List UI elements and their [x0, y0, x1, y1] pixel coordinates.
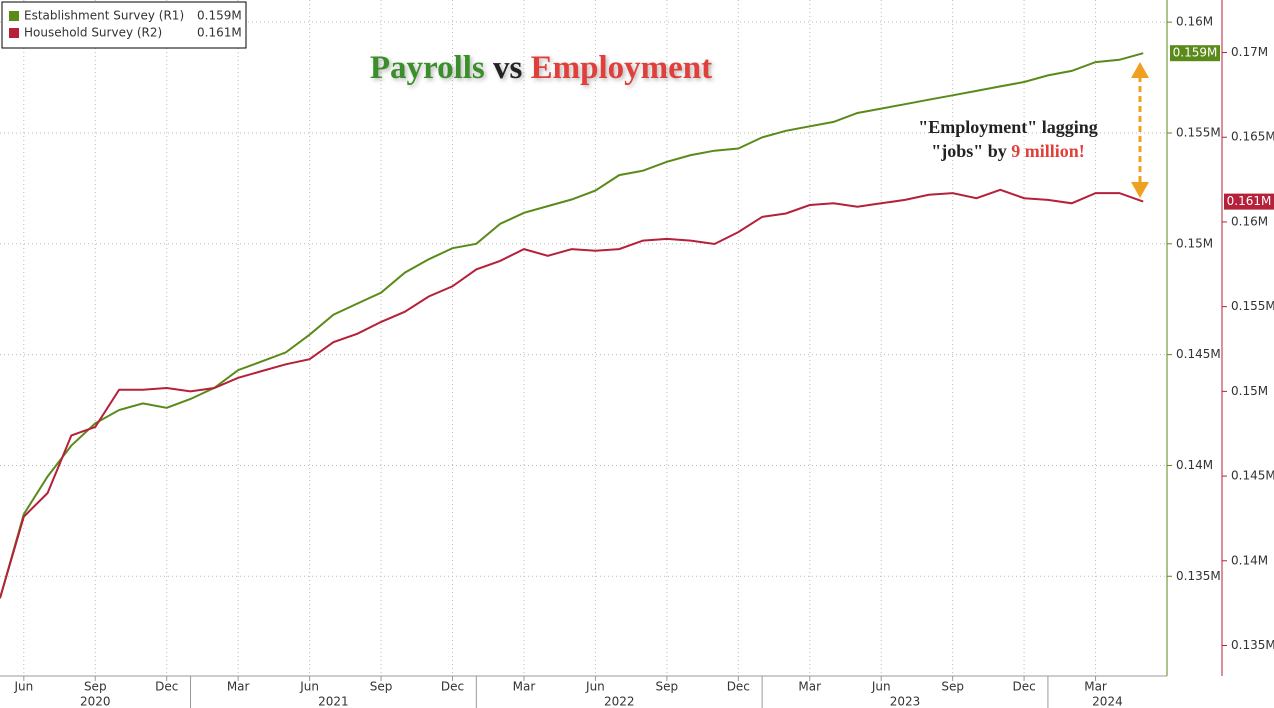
year-label: 2020 — [80, 695, 111, 708]
x-tick-label: Sep — [656, 680, 679, 694]
y-tick-label: 0.155M — [1176, 125, 1221, 139]
legend-box — [1, 1, 247, 49]
x-tick-label: Sep — [370, 680, 393, 694]
title-part: vs — [493, 50, 523, 86]
y-tick-label: 0.15M — [1176, 236, 1213, 250]
year-label: 2023 — [890, 695, 921, 708]
series-line — [0, 188, 1144, 599]
annotation: "jobs" by 9 million! — [931, 141, 1085, 161]
y2-tick-label: 0.135M — [1231, 638, 1274, 652]
x-tick-label: Jun — [299, 680, 319, 694]
annotation-text: "jobs" by — [931, 141, 1007, 161]
y2-tick-label: 0.17M — [1231, 45, 1268, 59]
annotation-highlight: 9 million! — [1011, 141, 1085, 161]
legend-swatch — [9, 11, 19, 21]
annotation: "Employment" lagging — [918, 117, 1098, 137]
y-tick-label: 0.16M — [1176, 15, 1213, 29]
x-tick-label: Jun — [871, 680, 891, 694]
last-value-label: 0.161M — [1227, 194, 1272, 208]
y2-tick-label: 0.14M — [1231, 553, 1268, 567]
year-label: 2022 — [604, 695, 635, 708]
legend-label: Establishment Survey (R1) — [24, 9, 184, 23]
y-tick-label: 0.14M — [1176, 458, 1213, 472]
x-tick-label: Sep — [941, 680, 964, 694]
x-tick-label: Dec — [155, 680, 178, 694]
last-value-label: 0.159M — [1173, 46, 1218, 60]
arrow-head — [1131, 62, 1149, 78]
gap-arrow — [1131, 62, 1149, 198]
x-tick-label: Sep — [84, 680, 107, 694]
legend-label: Household Survey (R2) — [24, 26, 162, 40]
x-tick-label: Mar — [513, 680, 536, 694]
y2-tick-label: 0.16M — [1231, 214, 1268, 228]
title-part: Employment — [531, 50, 713, 86]
y2-tick-label: 0.145M — [1231, 469, 1274, 483]
x-tick-label: Dec — [441, 680, 464, 694]
series-line — [0, 52, 1144, 599]
x-tick-label: Jun — [585, 680, 605, 694]
y2-tick-label: 0.165M — [1231, 130, 1274, 144]
y2-tick-label: 0.15M — [1231, 384, 1268, 398]
x-tick-label: Jun — [13, 680, 33, 694]
x-tick-label: Dec — [1012, 680, 1035, 694]
last-value-box — [1170, 45, 1220, 62]
x-tick-label: Mar — [1084, 680, 1107, 694]
year-label: 2021 — [318, 695, 349, 708]
arrow-head — [1131, 182, 1149, 198]
lines — [0, 52, 1144, 599]
legend-value: 0.161M — [197, 26, 242, 40]
legend-value: 0.159M — [197, 9, 242, 23]
grid — [0, 0, 1167, 676]
x-tick-label: Mar — [227, 680, 250, 694]
legend: Establishment Survey (R1) 0.159M Household… — [1, 1, 247, 49]
chart-title: Payrolls vs Employment — [370, 50, 712, 86]
x-tick-label: Dec — [727, 680, 750, 694]
y2-tick-label: 0.155M — [1231, 299, 1274, 313]
title-part: Payrolls — [370, 50, 485, 86]
year-label: 2024 — [1092, 695, 1123, 708]
y-tick-label: 0.135M — [1176, 569, 1221, 583]
y-tick-label: 0.145M — [1176, 347, 1221, 361]
x-tick-label: Mar — [798, 680, 821, 694]
legend-swatch — [9, 28, 19, 38]
last-value-box — [1224, 193, 1274, 210]
